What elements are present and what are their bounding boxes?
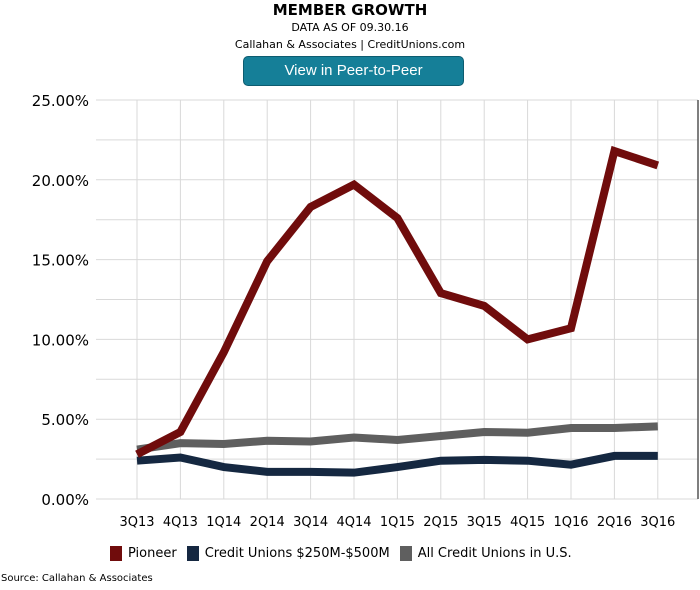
data-date: DATA AS OF 09.30.16 (291, 21, 409, 34)
x-tick-label: 2Q16 (597, 515, 632, 530)
x-tick-label: 3Q14 (293, 515, 328, 530)
source-note: Source: Callahan & Associates (1, 573, 153, 584)
y-tick-label: 15.00% (32, 252, 89, 270)
x-tick-label: 2Q14 (250, 515, 285, 530)
y-tick-label: 10.00% (32, 331, 89, 349)
legend-swatch (186, 546, 199, 561)
x-tick-label: 4Q13 (163, 515, 198, 530)
attribution: Callahan & Associates | CreditUnions.com (234, 38, 466, 51)
legend-label: Credit Unions $250M-$500M (204, 546, 390, 561)
x-tick-label: 3Q13 (119, 515, 154, 530)
x-tick-label: 4Q14 (336, 515, 371, 530)
y-tick-label: 5.00% (41, 411, 89, 429)
legend-label: All Credit Unions in U.S. (417, 546, 572, 561)
x-tick-label: 1Q14 (206, 515, 241, 530)
chart-title: MEMBER GROWTH (272, 1, 428, 19)
legend-item[interactable]: Credit Unions $250M-$500M (186, 546, 390, 561)
legend-item[interactable]: All Credit Unions in U.S. (399, 546, 572, 561)
series-line-2 (136, 422, 658, 454)
x-tick-label: 4Q15 (510, 515, 545, 530)
view-in-peer-to-peer-button[interactable]: View in Peer-to-Peer (243, 56, 464, 86)
legend: Pioneer Credit Unions $250M-$500M All Cred… (110, 546, 572, 561)
x-tick-label: 1Q16 (553, 515, 588, 530)
series-line-1 (136, 451, 658, 477)
line-chart: 3Q13 4Q13 1Q14 2Q14 3Q14 4Q14 1Q15 2Q15 3Q15 4Q15… (32, 92, 699, 530)
x-tick-label: 1Q15 (380, 515, 415, 530)
x-tick-label: 3Q16 (640, 515, 675, 530)
legend-label: Pioneer (128, 546, 177, 561)
x-tick-label: 3Q15 (467, 515, 502, 530)
legend-item[interactable]: Pioneer (110, 546, 177, 561)
legend-swatch (399, 546, 412, 561)
x-tick-label: 2Q15 (423, 515, 458, 530)
legend-swatch (110, 546, 122, 561)
y-tick-label: 0.00% (41, 491, 89, 509)
y-tick-label: 25.00% (32, 92, 89, 110)
y-tick-label: 20.00% (32, 172, 89, 190)
series-line-0 (135, 145, 660, 458)
